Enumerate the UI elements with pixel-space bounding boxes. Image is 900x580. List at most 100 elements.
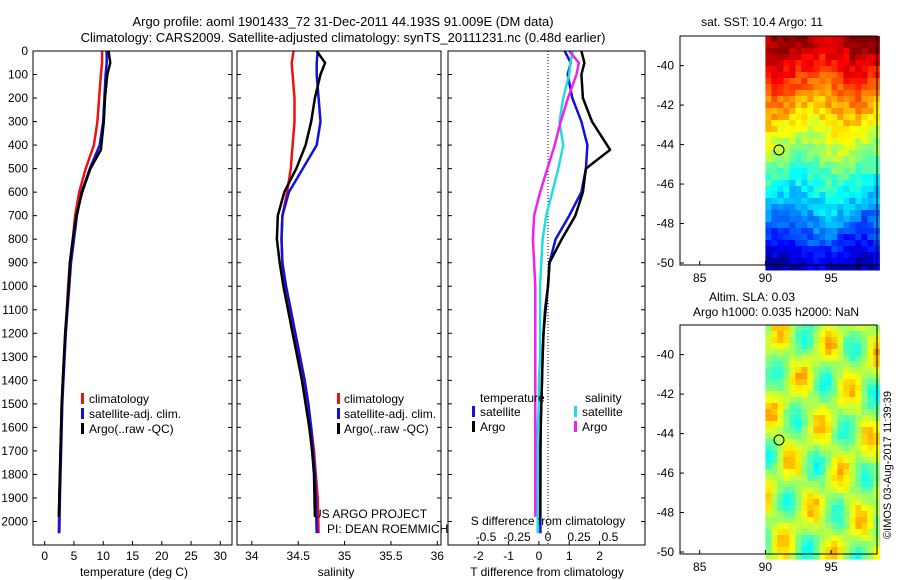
map-cell (789, 78, 796, 85)
map-cell (849, 234, 856, 241)
map-cell (849, 78, 856, 85)
map-cell (849, 222, 856, 229)
map-cell (837, 475, 844, 482)
map-cell (843, 409, 850, 416)
map-cell (861, 385, 868, 392)
map-cell (819, 391, 826, 398)
map-cell (837, 258, 844, 265)
map-cell (813, 469, 820, 476)
map-cell (849, 192, 856, 199)
map-cell (819, 72, 826, 79)
difference-lines (531, 50, 612, 534)
map-cell (831, 180, 838, 187)
map-cell (765, 427, 772, 434)
map-cell (855, 337, 862, 344)
map-cell (795, 349, 802, 356)
map-cell (813, 96, 820, 103)
map-cell (801, 102, 808, 109)
map-cell (819, 234, 826, 241)
map-cell (777, 367, 784, 374)
map-cell (801, 427, 808, 434)
map-cell (825, 66, 832, 73)
map-cell (777, 517, 784, 524)
map-cell (801, 517, 808, 524)
map-cell (789, 451, 796, 458)
map-cell (849, 96, 856, 103)
map-cell (777, 439, 784, 446)
map-cell (771, 355, 778, 362)
sla-heatmap (765, 325, 880, 560)
map-cell (777, 180, 784, 187)
map-cell (813, 78, 820, 85)
map-cell (771, 186, 778, 193)
map-cell (849, 397, 856, 404)
map-cell (843, 180, 850, 187)
map-cell (807, 535, 814, 542)
map-cell (843, 499, 850, 506)
map-cell (813, 415, 820, 422)
map-cell (861, 96, 868, 103)
map-cell (837, 325, 844, 332)
map-cell (813, 72, 820, 79)
map-cell (789, 60, 796, 67)
map-cell (855, 174, 862, 181)
map-cell (837, 463, 844, 470)
map-cell (783, 42, 790, 49)
map-cell (831, 421, 838, 428)
map-cell (765, 96, 772, 103)
map-cell (825, 469, 832, 476)
map-cell (867, 493, 874, 500)
map-cell (807, 54, 814, 61)
map-cell (819, 126, 826, 133)
map-cell (807, 144, 814, 151)
map-cell (795, 72, 802, 79)
map-cell (789, 252, 796, 259)
map-cell (783, 523, 790, 530)
depth-tick-label: 1900 (1, 491, 28, 505)
map-cell (837, 66, 844, 73)
map-cell (831, 379, 838, 386)
legend-swatch-sal-satellite (574, 406, 577, 417)
map-cell (777, 102, 784, 109)
map-cell (801, 343, 808, 350)
map-cell (801, 403, 808, 410)
map-cell (777, 264, 784, 271)
map-cell (837, 78, 844, 85)
map-cell (801, 258, 808, 265)
map-cell (807, 409, 814, 416)
map-cell (771, 228, 778, 235)
map-cell (801, 60, 808, 67)
map-cell (837, 337, 844, 344)
map-cell (867, 264, 874, 271)
map-cell (789, 523, 796, 530)
temperature-tick-label: 30 (214, 549, 228, 563)
map-cell (843, 523, 850, 530)
map-cell (813, 457, 820, 464)
map-cell (777, 150, 784, 157)
map-cell (819, 252, 826, 259)
map-cell (783, 403, 790, 410)
map-cell (807, 427, 814, 434)
map-cell (861, 391, 868, 398)
map-cell (807, 90, 814, 97)
map-cell (795, 445, 802, 452)
salinity-xticks: 34 34.5 35 35.5 36 (245, 541, 444, 563)
map-cell (867, 138, 874, 145)
map-cell (801, 264, 808, 271)
map-cell (831, 451, 838, 458)
map-cell (819, 433, 826, 440)
map-cell (825, 331, 832, 338)
series-line-satellite-adj-clim- (58, 51, 108, 534)
map-cell (861, 180, 868, 187)
map-cell (837, 511, 844, 518)
map-cell (831, 349, 838, 356)
legend-label-sal-satellite: satellite (582, 405, 623, 419)
map-cell (777, 535, 784, 542)
map-cell (783, 84, 790, 91)
map-cell (807, 84, 814, 91)
legend-title-temperature: temperature (480, 391, 545, 405)
map-cell (867, 475, 874, 482)
map-cell (813, 385, 820, 392)
map-cell (855, 90, 862, 97)
